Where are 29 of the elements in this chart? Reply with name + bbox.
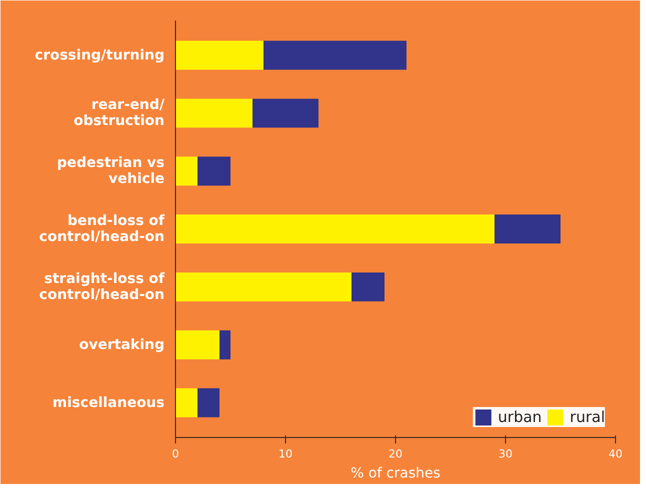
y-tick-label: crossing/turning bbox=[34, 47, 165, 64]
x-tick-label: 20 bbox=[388, 448, 402, 460]
bar bbox=[176, 98, 252, 128]
bar bbox=[494, 214, 560, 244]
y-tick-label: rear-end/ obstruction bbox=[74, 97, 166, 130]
legend-label: rural bbox=[570, 408, 605, 426]
bar bbox=[198, 388, 220, 418]
y-tick-label: miscellaneous bbox=[52, 394, 165, 411]
x-tick-label: 0 bbox=[172, 448, 179, 460]
bar bbox=[176, 272, 352, 302]
bar bbox=[220, 330, 230, 360]
y-tick-label: pedestrian vs vehicle bbox=[56, 155, 165, 188]
bar bbox=[352, 272, 384, 302]
x-tick-label: 40 bbox=[608, 448, 622, 460]
bar bbox=[252, 98, 318, 128]
bar bbox=[176, 330, 220, 360]
legend-label: urban bbox=[498, 408, 542, 426]
y-tick-label: bend-loss of control/head-on bbox=[39, 213, 166, 245]
bar bbox=[176, 40, 264, 70]
y-tick-label: overtaking bbox=[79, 336, 165, 353]
x-tick-label: 10 bbox=[278, 448, 292, 460]
y-tick-label: straight-loss of control/head-on bbox=[39, 270, 166, 303]
bar bbox=[264, 40, 406, 70]
bar bbox=[176, 156, 198, 186]
bar bbox=[176, 214, 494, 244]
x-tick-label: 30 bbox=[498, 448, 512, 460]
bar bbox=[198, 156, 230, 186]
bar bbox=[176, 388, 198, 418]
x-axis-title: % of crashes bbox=[350, 466, 440, 482]
